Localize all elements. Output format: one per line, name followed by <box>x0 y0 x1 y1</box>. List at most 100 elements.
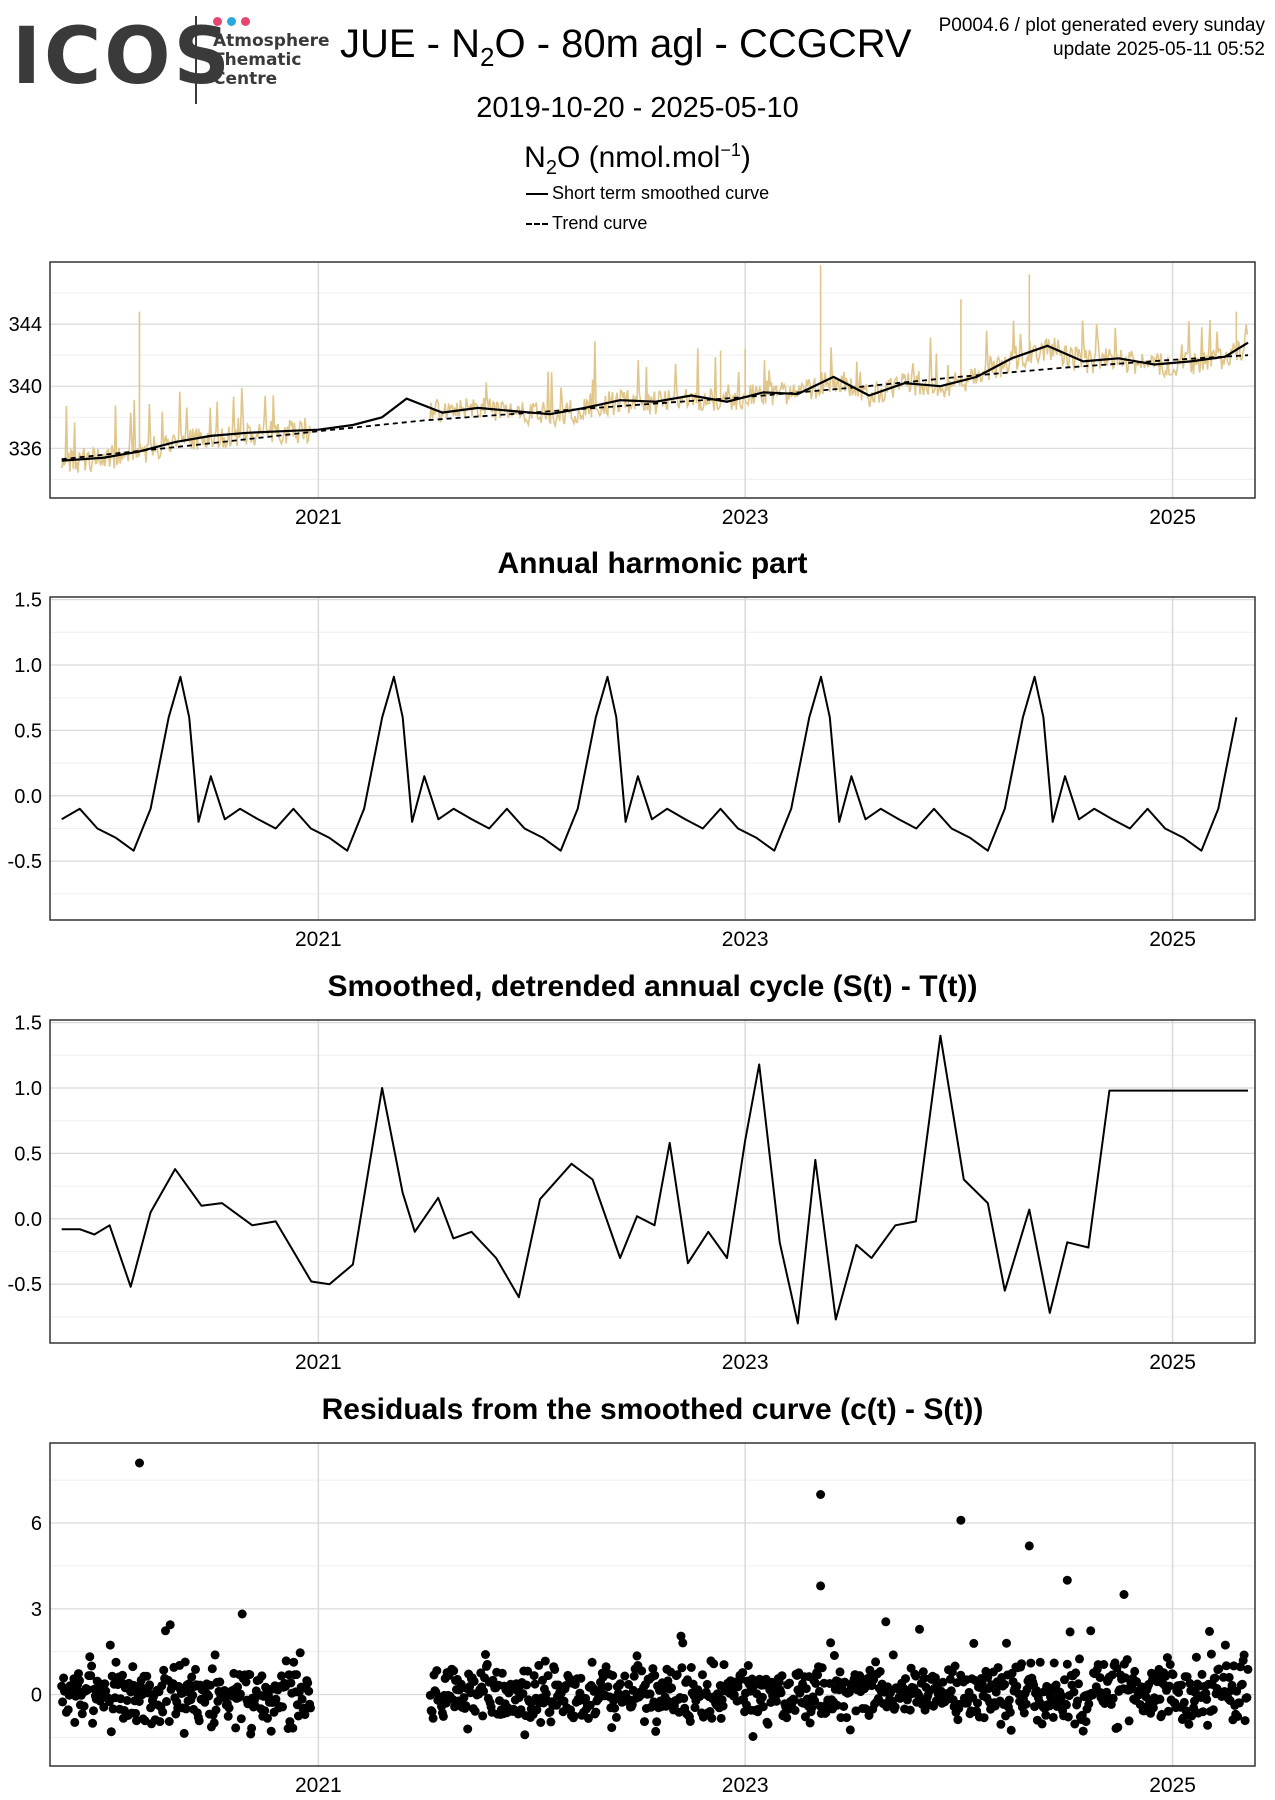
residual-point <box>134 1697 144 1706</box>
x-tick-label: 2023 <box>722 1351 769 1374</box>
residual-point <box>1148 1703 1158 1713</box>
residual-point <box>1163 1706 1173 1716</box>
residual-point <box>1012 1681 1022 1691</box>
residual-point <box>1243 1664 1253 1674</box>
residual-point <box>1095 1673 1105 1683</box>
residual-point <box>1221 1661 1231 1671</box>
residual-point <box>651 1726 661 1736</box>
residual-point <box>790 1705 800 1715</box>
residual-point <box>702 1679 712 1689</box>
residual-point <box>304 1686 314 1696</box>
units-superscript: −1 <box>720 140 741 160</box>
residual-point <box>632 1651 642 1661</box>
residual-point <box>672 1670 682 1680</box>
residual-point <box>1198 1707 1208 1717</box>
residual-point <box>839 1702 849 1711</box>
residual-point <box>63 1705 73 1715</box>
residual-point <box>685 1717 695 1726</box>
y-tick-label: 1.0 <box>14 655 42 677</box>
residual-point <box>131 1708 141 1718</box>
residual-point <box>719 1660 729 1670</box>
logo-dot-pink-2 <box>241 17 250 26</box>
residual-point <box>743 1661 753 1670</box>
residual-point <box>83 1685 93 1695</box>
residual-point <box>608 1671 618 1680</box>
residual-point <box>1062 1659 1072 1669</box>
residual-point <box>718 1701 728 1711</box>
residual-point <box>1048 1712 1058 1722</box>
residual-point <box>1061 1700 1071 1710</box>
residual-point <box>449 1666 459 1676</box>
residual-point <box>223 1711 233 1721</box>
chart-title: Annual harmonic part <box>497 547 807 580</box>
residual-point <box>1220 1640 1230 1650</box>
residual-point <box>1224 1672 1234 1682</box>
residual-point <box>529 1671 539 1681</box>
residual-point <box>915 1624 924 1634</box>
chart-title: Smoothed, detrended annual cycle (S(t) -… <box>327 970 977 1003</box>
residual-point <box>470 1706 480 1716</box>
residual-point <box>191 1664 200 1674</box>
residual-point <box>194 1716 204 1726</box>
residual-point <box>583 1713 593 1723</box>
x-tick-label: 2025 <box>1149 506 1196 529</box>
residual-point <box>215 1677 225 1687</box>
residual-point <box>129 1680 139 1690</box>
residual-point <box>481 1650 490 1659</box>
residual-point <box>204 1691 214 1701</box>
residual-point <box>1026 1658 1036 1668</box>
residual-point <box>810 1696 820 1706</box>
y-tick-label: 0.5 <box>14 1143 42 1165</box>
residual-point <box>236 1714 246 1724</box>
residual-point <box>1239 1650 1249 1660</box>
residual-point <box>930 1673 940 1683</box>
residual-point <box>541 1689 551 1699</box>
residual-outlier-point <box>956 1515 966 1525</box>
residual-point <box>463 1724 473 1734</box>
units-label: N2O (nmol.mol−1) <box>0 140 1275 180</box>
residual-point <box>432 1666 442 1676</box>
residual-point <box>950 1661 960 1671</box>
residual-point <box>146 1703 156 1713</box>
chart-panel-2: -0.5 0.0 0.5 1.0 1.5 2021 2023 2025 Annual harmo… <box>8 547 1256 951</box>
residual-point <box>663 1676 673 1686</box>
residual-point <box>576 1673 586 1683</box>
residual-point <box>938 1677 948 1687</box>
residual-point <box>59 1673 69 1683</box>
residual-point <box>303 1678 313 1688</box>
chart-panel-3: -0.5 0.0 0.5 1.0 1.5 2021 2023 2025 Smoothed, de… <box>8 970 1256 1374</box>
residual-point <box>1063 1712 1073 1722</box>
title-pre: JUE - N <box>340 22 480 66</box>
residual-point <box>75 1676 84 1686</box>
residual-point <box>677 1663 687 1673</box>
residual-point <box>211 1705 221 1715</box>
residual-point <box>99 1702 109 1712</box>
residual-point <box>118 1670 127 1680</box>
residual-point <box>145 1680 155 1690</box>
residual-point <box>1168 1670 1178 1680</box>
residual-point <box>523 1666 533 1676</box>
residual-point <box>1122 1655 1132 1665</box>
y-tick-label: -0.5 <box>8 1274 42 1296</box>
residual-point <box>686 1663 696 1672</box>
residual-point <box>1099 1660 1109 1669</box>
residual-point <box>835 1667 845 1677</box>
residual-point <box>271 1694 281 1704</box>
residual-point <box>1155 1694 1165 1704</box>
residual-point <box>946 1686 956 1696</box>
residual-point <box>1197 1669 1207 1679</box>
residual-point <box>469 1676 479 1686</box>
x-tick-label: 2021 <box>295 506 342 529</box>
residual-point <box>157 1681 167 1691</box>
chart-panel-1: 336 340 344 2021 2023 2025 <box>9 261 1256 529</box>
residual-outlier-point <box>135 1458 144 1468</box>
residual-point <box>569 1711 579 1721</box>
residual-point <box>1107 1670 1117 1680</box>
residual-point <box>295 1648 305 1658</box>
residual-point <box>1019 1708 1029 1718</box>
residual-point <box>74 1669 83 1679</box>
residual-point <box>278 1702 287 1712</box>
y-tick-label: 1.5 <box>14 1013 42 1035</box>
residual-point <box>826 1638 836 1648</box>
residual-point <box>1035 1657 1045 1667</box>
